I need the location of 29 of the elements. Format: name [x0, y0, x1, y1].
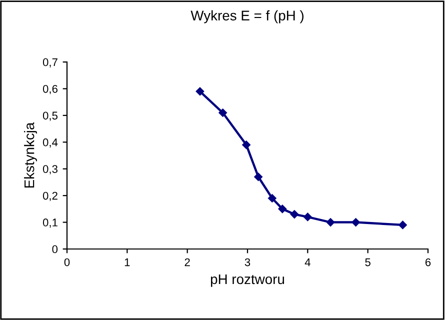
point — [326, 218, 335, 226]
x-tick-label: 5 — [365, 258, 370, 266]
y-tick-label: 0,2 — [42, 192, 58, 202]
x-tick-label: 6 — [425, 258, 431, 266]
y-tick-label: 0,6 — [42, 84, 58, 94]
point — [218, 108, 227, 117]
chart-title: Wykres E = f (pH ) — [190, 10, 304, 24]
point — [278, 204, 287, 214]
x-tick-label: 4 — [304, 258, 310, 266]
y-tick-label: 0,4 — [42, 138, 58, 148]
x-tick-label: 2 — [184, 258, 190, 266]
x-axis-title: pH roztworu — [210, 274, 284, 287]
y-tick-label: 0 — [52, 245, 58, 254]
point — [304, 212, 312, 222]
y-tick-label: 0,3 — [42, 165, 58, 174]
point — [254, 172, 262, 182]
point — [290, 210, 299, 218]
point — [352, 218, 360, 226]
y-axis-title: Ekstynkcja — [24, 122, 37, 188]
point — [196, 87, 204, 96]
y-tick-label: 0,1 — [42, 218, 58, 228]
x-tick-label: 3 — [244, 258, 250, 266]
x-tick-label: 1 — [124, 258, 130, 266]
y-tick-label: 0,5 — [42, 112, 58, 121]
point — [242, 140, 250, 149]
y-tick-label: 0,7 — [42, 58, 58, 68]
point — [398, 220, 407, 230]
x-tick-label: 0 — [64, 258, 70, 266]
point — [268, 194, 276, 202]
